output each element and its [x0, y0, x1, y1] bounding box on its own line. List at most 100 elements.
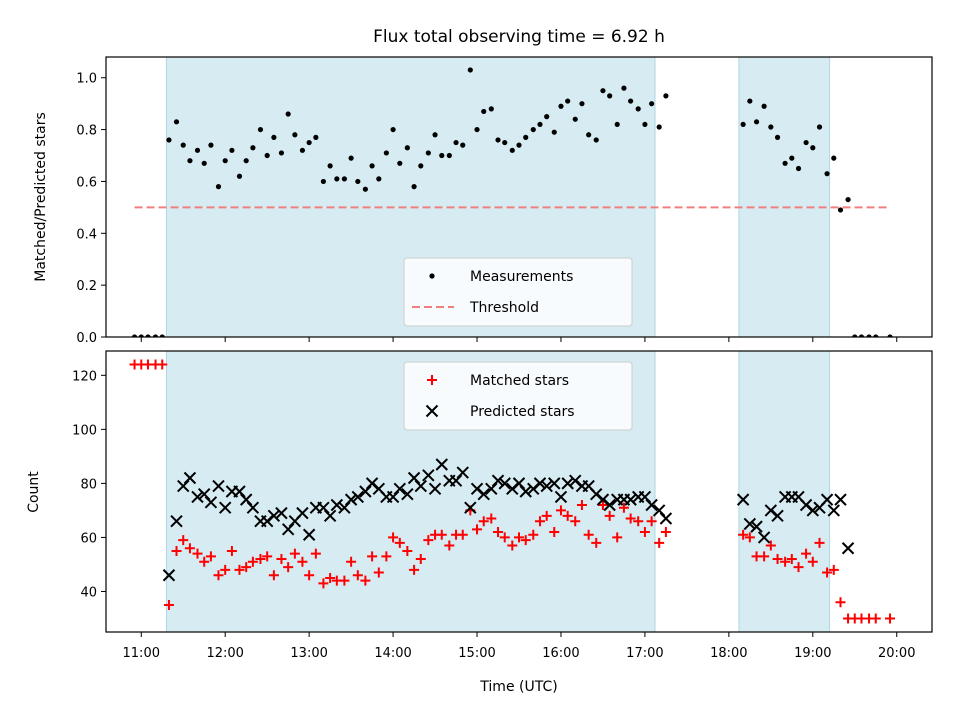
bottom-x-tick-label-7: 17:00 — [626, 646, 663, 661]
bottom-plus-point-54 — [499, 532, 510, 543]
bottom-plus-point-85 — [786, 554, 797, 565]
bottom-plus-point-31 — [339, 575, 350, 586]
bottom-plus-point-67 — [591, 537, 602, 548]
top-dot-point-36 — [376, 176, 382, 182]
bottom-y-tick-label-2: 60 — [80, 531, 97, 546]
top-dot-point-55 — [509, 147, 515, 153]
top-dot-point-90 — [824, 171, 830, 177]
top-dot-point-29 — [327, 163, 333, 169]
top-dot-point-26 — [306, 139, 312, 146]
bottom-plus-point-84 — [780, 556, 791, 567]
bottom-x-point-43 — [456, 466, 469, 479]
bottom-x-point-20 — [296, 506, 309, 520]
bottom-plus-point-29 — [325, 572, 336, 583]
bottom-plus-point-48 — [457, 529, 468, 540]
top-dot-point-62 — [558, 103, 564, 109]
bottom-x-point-72 — [659, 512, 673, 525]
bottom-x-point-73 — [736, 493, 750, 506]
top-dot-point-57 — [523, 134, 529, 140]
bottom-x-point-34 — [393, 482, 407, 496]
bottom-x-tick-label-6: 16:00 — [542, 646, 579, 661]
bottom-plus-point-68 — [597, 500, 608, 511]
top-series-dot — [131, 67, 893, 337]
bottom-x-point-78 — [771, 509, 784, 523]
top-dot-point-43 — [425, 150, 431, 156]
bottom-plus-point-43 — [423, 535, 434, 546]
bottom-x-point-88 — [841, 542, 855, 555]
top-dot-point-44 — [432, 132, 438, 138]
top-dot-point-14 — [222, 158, 228, 164]
bottom-plus-point-16 — [234, 564, 245, 575]
bottom-plus-point-69 — [604, 510, 615, 521]
top-dot-point-46 — [446, 152, 452, 159]
bottom-x-point-83 — [806, 504, 820, 517]
top-dot-point-8 — [180, 142, 186, 148]
bottom-plus-point-72 — [625, 513, 636, 524]
top-dot-point-50 — [474, 126, 480, 133]
top-dot-point-70 — [614, 121, 620, 128]
bottom-x-tick-label-3: 13:00 — [290, 646, 327, 661]
top-dot-point-81 — [761, 103, 767, 109]
top-dot-point-45 — [439, 152, 445, 159]
top-dot-point-15 — [229, 147, 235, 153]
top-dot-point-16 — [236, 173, 243, 179]
top-dot-point-40 — [404, 145, 410, 151]
top-dot-point-27 — [313, 134, 319, 140]
top-y-tick-label-1: 0.0 — [76, 331, 97, 346]
bottom-x-point-40 — [435, 458, 448, 471]
top-dot-point-80 — [753, 119, 760, 125]
bottom-y-tick-label-3: 80 — [80, 477, 97, 492]
bottom-x-point-52 — [519, 485, 532, 498]
bottom-legend-box — [403, 361, 633, 431]
top-dot-point-17 — [243, 158, 249, 164]
top-dot-point-84 — [782, 160, 788, 166]
bottom-plus-point-34 — [360, 575, 371, 586]
bottom-plus-point-89 — [814, 537, 825, 548]
top-dot-point-52 — [488, 106, 494, 112]
top-dot-point-25 — [299, 147, 306, 153]
bottom-x-tick-label-10: 20:00 — [878, 646, 915, 661]
bottom-plus-point-63 — [562, 510, 573, 521]
bottom-x-point-17 — [275, 506, 288, 520]
top-dot-point-42 — [418, 163, 424, 169]
bottom-plus-point-42 — [415, 554, 426, 565]
bottom-plus-point-37 — [381, 551, 392, 562]
bottom-x-point-13 — [246, 501, 260, 514]
top-legend-box — [403, 257, 633, 327]
bottom-plus-point-17 — [241, 562, 252, 573]
bottom-plus-point-59 — [534, 516, 545, 527]
top-dot-point-22 — [278, 150, 285, 156]
bottom-plus-point-28 — [318, 578, 329, 589]
bottom-plus-point-90 — [822, 567, 833, 578]
top-dot-point-68 — [600, 88, 606, 94]
top-dot-point-79 — [747, 98, 753, 104]
bottom-plus-point-76 — [654, 537, 665, 548]
top-dot-point-66 — [586, 132, 592, 138]
bottom-plus-point-12 — [205, 551, 216, 562]
top-dot-point-64 — [572, 116, 578, 122]
bottom-x-point-56 — [548, 477, 561, 490]
top-dot-point-21 — [271, 134, 277, 140]
top-dot-point-96 — [866, 334, 872, 337]
bottom-plus-point-13 — [213, 570, 224, 581]
bottom-plus-point-86 — [793, 562, 804, 573]
bottom-plus-point-78 — [738, 529, 749, 540]
bottom-plus-point-91 — [828, 564, 839, 575]
top-dot-point-39 — [397, 160, 403, 166]
top-dot-point-83 — [774, 134, 781, 140]
top-dot-point-54 — [502, 139, 508, 146]
bottom-x-point-28 — [351, 490, 365, 504]
bottom-x-point-64 — [603, 498, 616, 512]
bottom-x-point-58 — [561, 477, 574, 490]
bottom-x-point-49 — [498, 477, 511, 490]
bottom-plus-point-97 — [870, 613, 881, 624]
bottom-plus-point-41 — [409, 564, 420, 575]
top-dot-point-38 — [390, 126, 396, 133]
top-y-tick-label-6: 1.0 — [76, 72, 97, 87]
bottom-plus-point-18 — [247, 556, 258, 567]
top-plot-frame — [105, 56, 933, 338]
top-dot-point-3 — [145, 334, 151, 337]
bottom-x-point-1 — [162, 569, 176, 582]
bottom-x-point-86 — [827, 504, 840, 517]
bottom-plus-point-79 — [744, 532, 755, 543]
